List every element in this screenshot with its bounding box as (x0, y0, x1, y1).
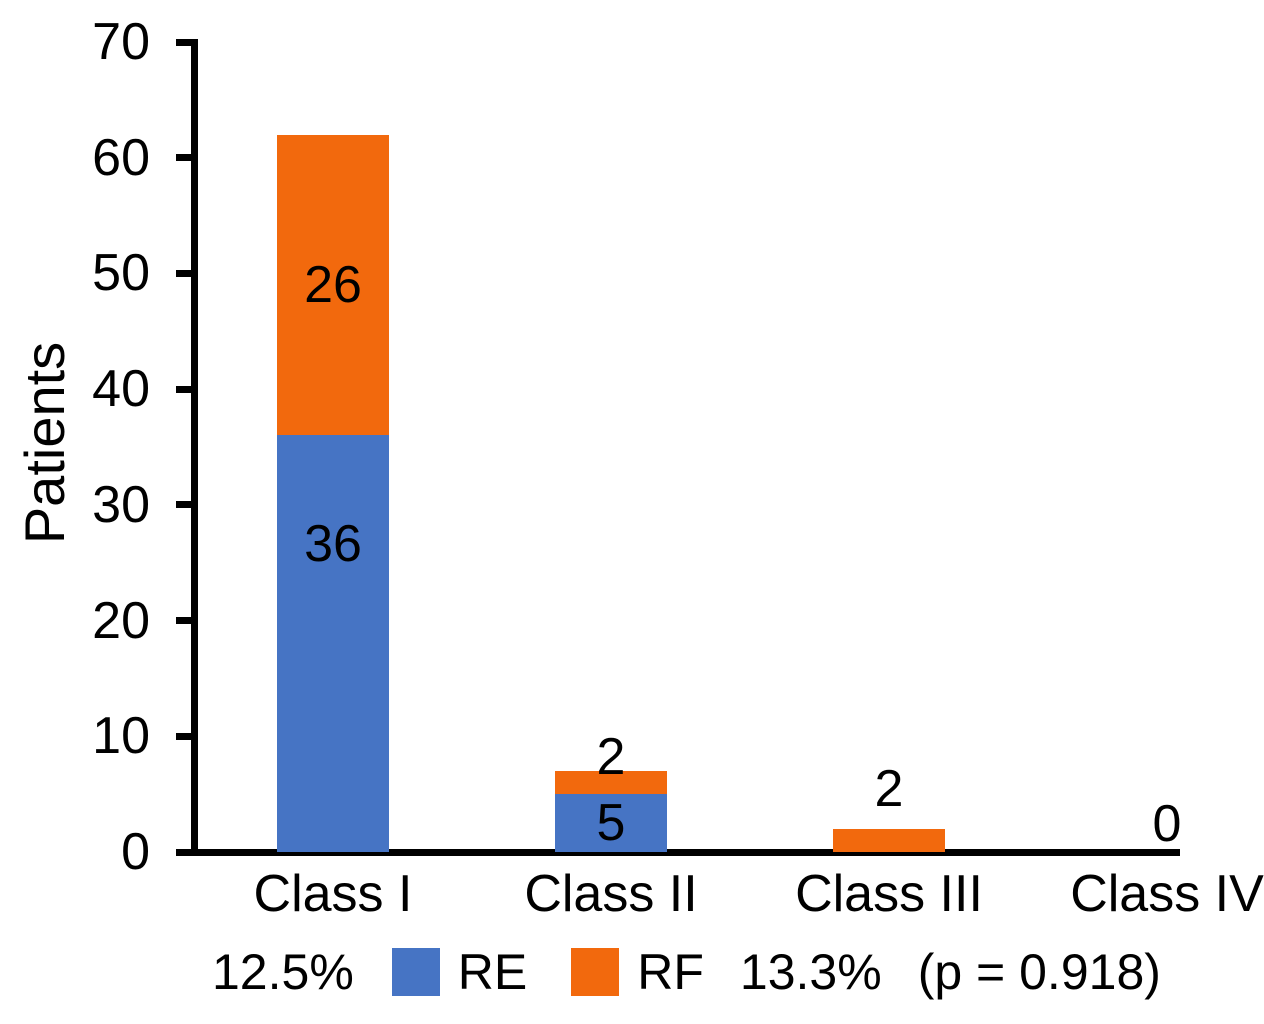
value-label: 36 (304, 514, 362, 573)
x-axis-category-label: Class IV (1070, 865, 1264, 923)
y-tick-mark (176, 154, 198, 162)
y-tick-mark (176, 848, 198, 856)
value-label: 26 (304, 256, 362, 314)
x-axis-category-label: Class II (524, 865, 698, 923)
y-tick-label: 40 (92, 360, 150, 419)
y-tick-label: 30 (92, 475, 150, 534)
y-tick-label: 70 (92, 13, 150, 71)
legend-swatch-rf (571, 948, 620, 996)
value-label: 5 (596, 794, 626, 853)
y-tick-label: 10 (92, 707, 150, 766)
y-tick-label: 20 (92, 591, 150, 650)
legend-right-annotation: 13.3% (739, 944, 882, 1000)
y-axis-title: Patients (13, 341, 76, 545)
bar-segment-rf (833, 828, 945, 852)
legend-label-rf: RF (637, 944, 704, 1000)
bar-segment-re (555, 794, 667, 852)
y-tick-mark (176, 501, 198, 509)
bar-segment-re (277, 435, 389, 852)
y-tick-mark (176, 617, 198, 625)
y-tick-mark (176, 38, 198, 46)
value-label: 2 (874, 759, 904, 818)
legend-p-value: (p = 0.918) (917, 944, 1161, 1000)
y-tick-label: 0 (121, 823, 150, 881)
y-tick-mark (176, 732, 198, 740)
y-tick-mark (176, 385, 198, 393)
y-tick-label: 60 (92, 128, 150, 187)
x-axis-category-label: Class I (253, 865, 413, 923)
y-tick-label: 50 (92, 244, 150, 303)
legend-left-annotation: 12.5% (212, 944, 354, 1000)
y-tick-mark (176, 269, 198, 277)
legend: 12.5% RE RF 13.3% (p = 0.918) (212, 944, 1161, 1000)
legend-swatch-re (391, 948, 440, 996)
x-axis-line (191, 848, 1180, 856)
bar-segment-rf (555, 771, 667, 795)
x-axis-category-label: Class III (795, 865, 983, 923)
bar-segment-rf (277, 134, 389, 436)
y-axis-line (191, 38, 198, 856)
value-label: 2 (596, 728, 626, 786)
legend-label-re: RE (457, 944, 528, 1000)
value-label: 0 (1152, 795, 1182, 853)
